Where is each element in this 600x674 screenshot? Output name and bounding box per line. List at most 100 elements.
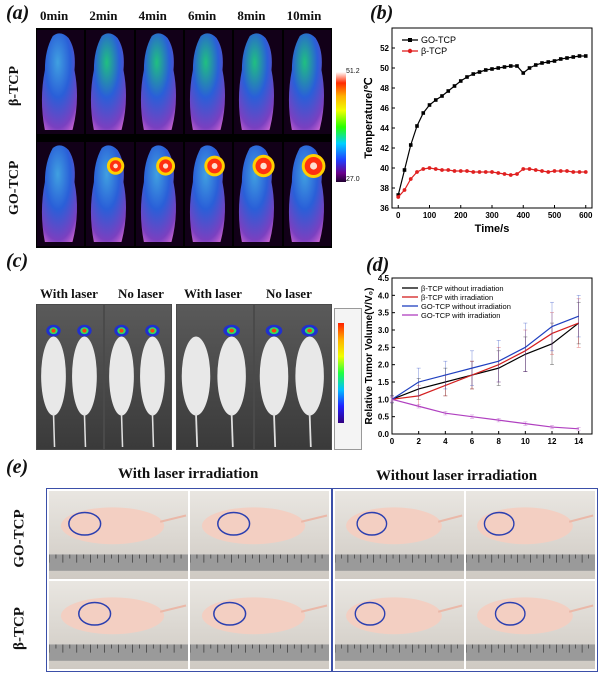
mouse-photo xyxy=(49,581,188,669)
mouse-tail xyxy=(195,413,199,448)
x-tick-label: 8 xyxy=(496,437,501,446)
data-point xyxy=(508,173,513,177)
thermal-image-grid xyxy=(36,28,332,248)
x-tick-label: 2 xyxy=(416,437,421,446)
thermal-image-go-tcp xyxy=(283,142,331,246)
thermal-image-beta-tcp xyxy=(185,30,233,134)
y-tick-label: 3.0 xyxy=(378,326,390,335)
y-tick-label: 48 xyxy=(380,84,389,93)
data-point xyxy=(577,54,582,58)
data-point xyxy=(515,64,519,68)
x-tick-label: 0 xyxy=(390,437,395,446)
x-tick-label: 6 xyxy=(470,437,475,446)
data-point xyxy=(521,167,526,171)
y-tick-label: 3.5 xyxy=(378,309,390,318)
panel-c: With laser No laser With laser No laser xyxy=(0,276,362,454)
data-point xyxy=(571,55,576,59)
x-tick-label: 500 xyxy=(548,211,562,220)
mouse-tail xyxy=(568,604,594,613)
mouse-photo xyxy=(190,491,329,579)
data-point xyxy=(471,72,476,76)
y-tick-label: 0.0 xyxy=(378,430,390,439)
mouse-body xyxy=(346,507,442,545)
panel-a: 0min 2min 4min 6min 8min 10min β-TCP GO-TCP 5… xyxy=(0,0,362,250)
y-tick-label: 1.0 xyxy=(378,395,390,404)
x-tick-label: 12 xyxy=(548,437,557,446)
x-tick-label: 600 xyxy=(579,211,593,220)
photo-row-label-go-tcp: GO-TCP xyxy=(11,509,28,568)
thermal-image-beta-tcp xyxy=(37,30,85,134)
data-point xyxy=(527,66,532,70)
data-point xyxy=(540,169,544,173)
photo-group-with-laser xyxy=(46,488,332,672)
panel-label-e: (e) xyxy=(6,456,29,478)
data-point xyxy=(533,63,538,67)
mouse-photo xyxy=(466,491,595,579)
data-point xyxy=(458,79,463,83)
label-no-laser-2: No laser xyxy=(266,286,312,301)
thermal-image-beta-tcp xyxy=(283,30,331,134)
tumor-circle xyxy=(68,511,102,536)
label-no-laser-1: No laser xyxy=(118,286,164,301)
data-point xyxy=(465,169,469,173)
data-point xyxy=(421,167,426,171)
chart-d-tumor-volume: 0 2 4 6 8 10 12 14 0.0 0.5 1.0 1.5 2.0 2.5 3.0 3.5 4.0 4.… xyxy=(364,274,593,446)
data-point xyxy=(558,169,563,173)
data-point xyxy=(446,89,451,93)
y-tick-label: 46 xyxy=(380,104,389,113)
y-tick-label: 1.5 xyxy=(378,378,390,387)
mouse-tail xyxy=(230,413,234,448)
legend-label: GO-TCP without irradiation xyxy=(421,302,511,311)
photo-group-without-laser xyxy=(332,488,598,672)
data-point xyxy=(452,169,457,173)
y-tick-label: 4.5 xyxy=(378,274,390,283)
thermal-image-go-tcp xyxy=(234,142,282,246)
y-tick-label: 4.0 xyxy=(378,291,390,300)
data-point xyxy=(396,193,401,197)
mouse-tail xyxy=(300,604,328,613)
data-point xyxy=(502,172,507,176)
mouse-body xyxy=(60,507,165,545)
tumor-circle xyxy=(494,601,526,626)
time-label: 4min xyxy=(138,8,167,23)
label-with-laser-2: With laser xyxy=(184,286,242,301)
data-point xyxy=(496,66,501,70)
time-label: 0min xyxy=(40,8,69,23)
y-tick-label: 0.5 xyxy=(378,413,390,422)
data-point xyxy=(477,170,482,174)
x-tick-label: 4 xyxy=(443,437,448,446)
mouse-photo xyxy=(466,581,595,669)
legend-label: β-TCP with irradiation xyxy=(421,293,493,302)
data-point xyxy=(408,177,413,181)
data-point xyxy=(440,168,444,172)
data-point xyxy=(396,195,401,199)
y-tick-label: 2.0 xyxy=(378,361,390,370)
data-point xyxy=(471,170,476,174)
data-point xyxy=(490,170,494,174)
mouse-body xyxy=(201,597,306,635)
label-with-laser-1: With laser xyxy=(40,286,98,301)
mouse-tail xyxy=(273,413,277,448)
data-point xyxy=(583,54,588,58)
thermal-image-beta-tcp xyxy=(86,30,134,134)
mice-photo-left xyxy=(36,304,172,450)
legend-marker xyxy=(408,38,412,42)
mouse-body xyxy=(477,507,573,545)
legend-label: β-TCP xyxy=(421,46,447,56)
luminescence-spot-center xyxy=(150,328,155,333)
data-point xyxy=(408,143,413,147)
thermal-image-go-tcp xyxy=(185,142,233,246)
data-point xyxy=(546,170,551,174)
y-axis-label: Relative Tumor Volume(V/V₀) xyxy=(364,288,375,425)
tumor-circle xyxy=(78,601,112,626)
data-point xyxy=(452,84,457,88)
time-label: 6min xyxy=(188,8,217,23)
data-point xyxy=(421,111,426,115)
data-point xyxy=(527,167,532,171)
mouse-tail xyxy=(437,604,463,613)
mouse-tail xyxy=(159,514,187,523)
mouse-tail xyxy=(308,413,312,448)
luminescence-spot-center xyxy=(229,328,234,333)
tumor-circle xyxy=(356,511,388,536)
y-tick-label: 52 xyxy=(380,44,389,53)
